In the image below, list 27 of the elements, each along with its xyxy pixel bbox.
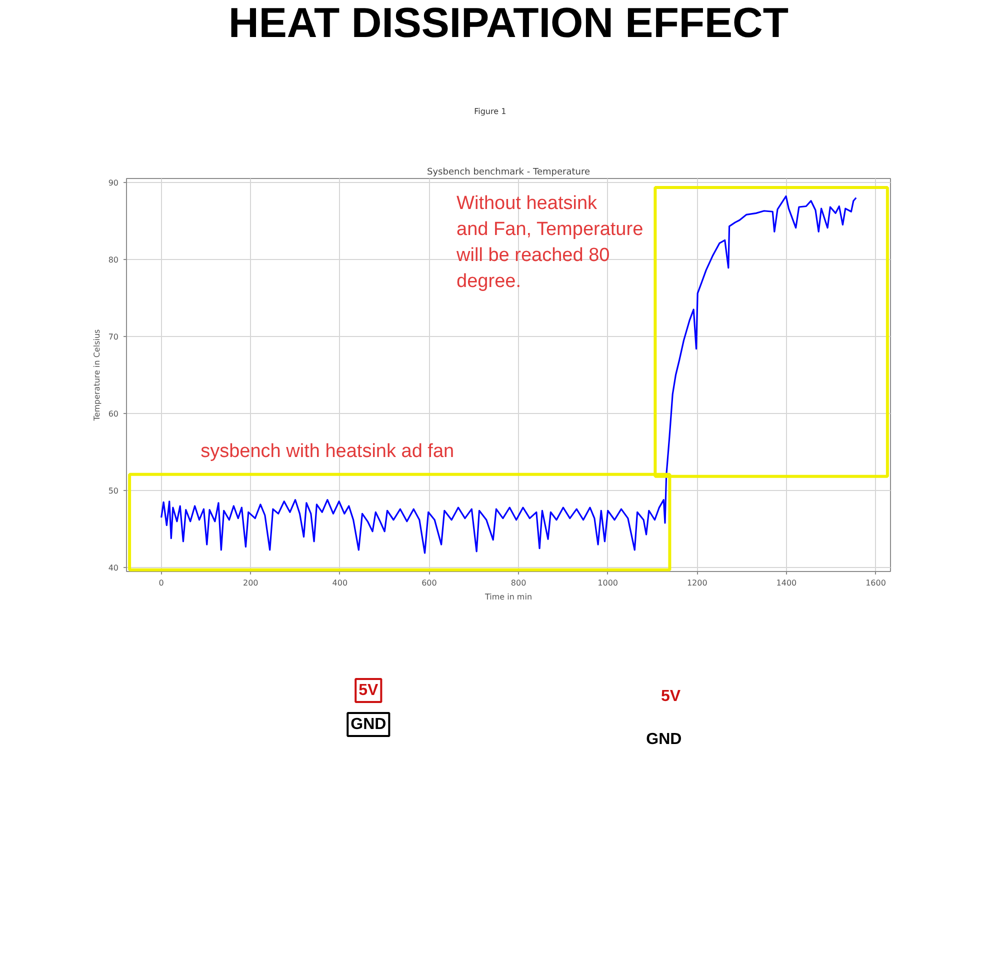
line-series: [160, 195, 857, 554]
text: GND: [646, 731, 682, 748]
y-tick-label: 50: [108, 486, 119, 496]
chart-subtitle: Sysbench benchmark - Temperature: [427, 168, 590, 178]
x-tick-label: 1000: [598, 578, 618, 588]
y-tick-label: 60: [108, 410, 119, 419]
text: GND: [350, 716, 386, 733]
annotation: sysbench with heatsink ad fan: [200, 441, 454, 462]
x-tick-label: 1600: [866, 578, 886, 588]
caption: Figure 1: [474, 107, 506, 116]
x-tick-label: 1400: [776, 578, 797, 588]
x-tick-label: 200: [243, 578, 258, 588]
text: 5V: [661, 688, 681, 705]
x-axis-title: Time in min: [484, 592, 532, 602]
x-tick-label: 800: [510, 578, 526, 588]
y-axis-title: Temperature in Celsius: [92, 329, 102, 422]
x-tick-label: 600: [422, 578, 437, 588]
y-tick-label: 90: [108, 178, 119, 188]
chart-title: HEAT DISSIPATION EFFECT: [228, 0, 789, 46]
y-tick-label: 80: [108, 255, 119, 264]
x-tick-label: 1200: [686, 578, 708, 588]
annotation: Without heatsink and Fan, Temperature will be reached 80 degree.: [456, 193, 644, 292]
x-tick-label: 400: [332, 578, 348, 588]
y-tick-label: 40: [108, 564, 119, 573]
x-tick-label: 0: [158, 578, 164, 588]
text: 5V: [358, 682, 379, 699]
y-tick-label: 70: [108, 332, 119, 342]
